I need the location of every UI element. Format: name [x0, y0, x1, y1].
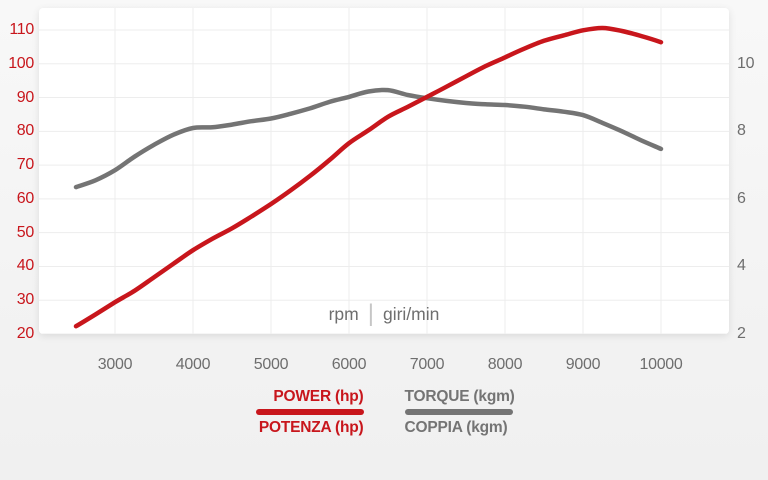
chart-canvas [39, 8, 729, 334]
x-axis-unit-rpm: rpm [328, 303, 359, 324]
y-axis-right: 10 8 6 4 2 [737, 8, 768, 341]
power-curve [73, 25, 664, 329]
legend-power-label-en: POWER (hp) [273, 388, 364, 405]
x-tick-label: 6000 [331, 356, 367, 373]
y-left-tick-label: 30 [16, 291, 35, 309]
legend-torque-swatch [404, 409, 513, 415]
x-tick-label: 10000 [639, 356, 683, 373]
y-left-tick-label: 80 [16, 122, 35, 140]
chart-plot-area: rpm | giri/min [39, 8, 729, 334]
y-left-tick-label: 90 [16, 88, 35, 106]
legend-item-torque: TORQUE (kgm) COPPIA (kgm) [404, 388, 515, 436]
legend-item-power: POWER (hp) POTENZA (hp) [255, 388, 364, 436]
y-left-tick-label: 50 [16, 223, 35, 241]
x-tick-label: 4000 [175, 356, 211, 373]
x-tick-label: 5000 [253, 356, 289, 373]
y-left-tick-label: 110 [9, 21, 34, 38]
x-axis-unit-girimin: giri/min [382, 303, 440, 324]
y-left-tick-label: 60 [16, 189, 35, 207]
y-right-tick-label: 4 [737, 257, 746, 275]
legend-power-label-it: POTENZA (hp) [258, 419, 364, 436]
y-axis-left: 110 100 90 80 70 60 50 40 30 20 [0, 8, 35, 342]
y-left-tick-label: 40 [16, 257, 35, 275]
x-axis-unit-separator: | [367, 300, 374, 327]
torque-curve [73, 87, 664, 190]
legend-torque-label-en: TORQUE (kgm) [404, 388, 515, 405]
x-axis-unit-label: rpm | giri/min [329, 302, 440, 326]
y-right-tick-label: 8 [737, 122, 746, 140]
y-left-tick-label: 100 [8, 54, 34, 72]
y-right-tick-label: 2 [737, 325, 746, 342]
legend-power-swatch [255, 409, 364, 415]
y-right-tick-label: 10 [737, 54, 755, 72]
x-tick-label: 9000 [565, 356, 601, 373]
legend-torque-label-it: COPPIA (kgm) [404, 419, 508, 436]
y-left-tick-label: 20 [16, 325, 35, 342]
chart-legend: POWER (hp) POTENZA (hp) TORQUE (kgm) COP… [0, 388, 768, 436]
x-tick-label: 7000 [409, 356, 445, 373]
x-tick-label: 8000 [487, 356, 523, 373]
x-tick-label: 3000 [97, 356, 133, 373]
y-right-tick-label: 6 [737, 189, 746, 207]
y-left-tick-label: 70 [16, 156, 35, 174]
